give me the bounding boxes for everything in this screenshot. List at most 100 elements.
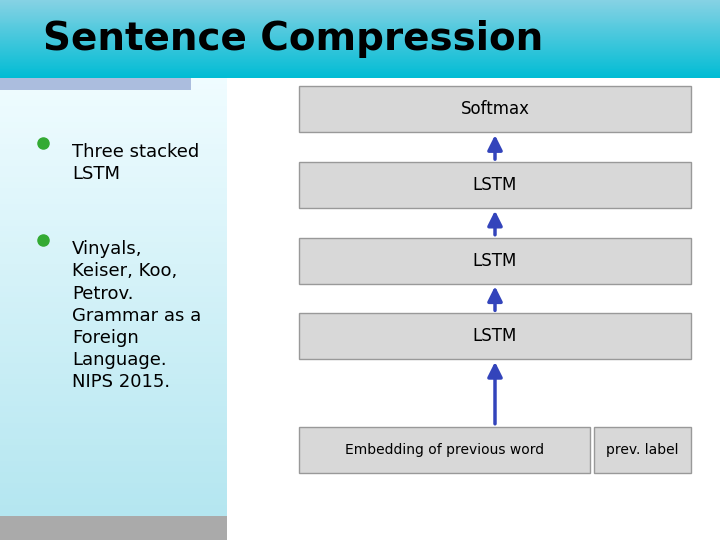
Bar [0, 53, 720, 54]
Text: LSTM: LSTM [473, 252, 517, 269]
Bar [0, 6, 720, 7]
Bar [0, 72, 720, 73]
Bar [0, 15, 720, 16]
Bar [0, 23, 720, 24]
Bar [0, 281, 227, 286]
Bar [594, 427, 691, 472]
Bar [0, 16, 720, 17]
Bar [0, 68, 720, 69]
Bar [0, 346, 227, 352]
Bar [0, 384, 227, 390]
Bar [0, 335, 227, 341]
Bar [0, 106, 227, 111]
Text: Three stacked
LSTM: Three stacked LSTM [72, 143, 199, 183]
Bar [0, 231, 227, 237]
Bar [0, 34, 720, 35]
Bar [0, 39, 720, 40]
Bar [0, 248, 227, 253]
Bar [0, 94, 227, 100]
Bar [0, 401, 227, 406]
Bar [0, 8, 720, 9]
Bar [0, 341, 227, 346]
Bar [0, 160, 227, 166]
Bar [0, 127, 227, 133]
Bar [0, 259, 227, 264]
Bar [0, 52, 720, 53]
Bar [0, 42, 720, 43]
Bar [0, 19, 720, 21]
Bar [0, 406, 227, 412]
Bar [0, 63, 720, 64]
Bar [0, 2, 720, 3]
Bar [0, 7, 720, 8]
Bar [0, 11, 720, 12]
Bar [0, 62, 720, 63]
Bar [0, 60, 720, 62]
Bar [0, 78, 191, 90]
Bar [0, 24, 720, 25]
Bar [0, 30, 720, 31]
Bar [0, 133, 227, 138]
Bar [0, 59, 720, 60]
Bar [0, 9, 720, 10]
Bar [0, 111, 227, 117]
Bar [0, 58, 720, 59]
Bar [0, 177, 227, 182]
Bar [0, 50, 720, 51]
Bar [0, 188, 227, 193]
Bar [0, 26, 720, 28]
Bar [0, 330, 227, 335]
Bar [0, 269, 227, 275]
Bar [0, 76, 720, 77]
Bar [0, 155, 227, 160]
Bar [0, 302, 227, 308]
Bar [0, 461, 227, 467]
Bar [0, 297, 227, 302]
Bar [0, 10, 720, 11]
Bar [0, 75, 720, 76]
Bar [0, 57, 720, 58]
Bar [0, 253, 227, 259]
Bar [0, 428, 227, 434]
Bar [0, 477, 227, 483]
Bar [0, 308, 227, 313]
Bar [0, 5, 720, 6]
Text: prev. label: prev. label [606, 443, 679, 456]
Bar [0, 357, 227, 363]
Bar [0, 77, 720, 78]
Bar [0, 18, 720, 19]
Bar [0, 242, 227, 248]
Bar [0, 450, 227, 456]
Bar [0, 38, 720, 39]
Bar [0, 0, 720, 1]
Bar [0, 55, 720, 56]
Text: Softmax: Softmax [461, 100, 529, 118]
Bar [0, 494, 227, 500]
Text: LSTM: LSTM [473, 176, 517, 194]
Bar [0, 182, 227, 188]
Bar [0, 54, 720, 55]
Bar [0, 456, 227, 461]
Bar [0, 417, 227, 423]
Bar [0, 3, 720, 4]
Bar [0, 516, 227, 540]
Bar [0, 510, 227, 516]
Bar [0, 64, 720, 65]
Bar [299, 427, 590, 472]
Bar [0, 56, 720, 57]
Bar [0, 32, 720, 33]
Bar [0, 199, 227, 204]
Bar [0, 412, 227, 417]
Bar [0, 313, 227, 319]
Bar [0, 33, 720, 34]
Bar [0, 220, 227, 226]
Bar [0, 48, 720, 49]
Bar [0, 505, 227, 510]
Bar [0, 368, 227, 374]
Bar [0, 439, 227, 444]
Bar [0, 47, 720, 48]
Bar [0, 100, 227, 106]
Bar [299, 238, 691, 284]
Bar [0, 275, 227, 281]
Bar [0, 390, 227, 395]
